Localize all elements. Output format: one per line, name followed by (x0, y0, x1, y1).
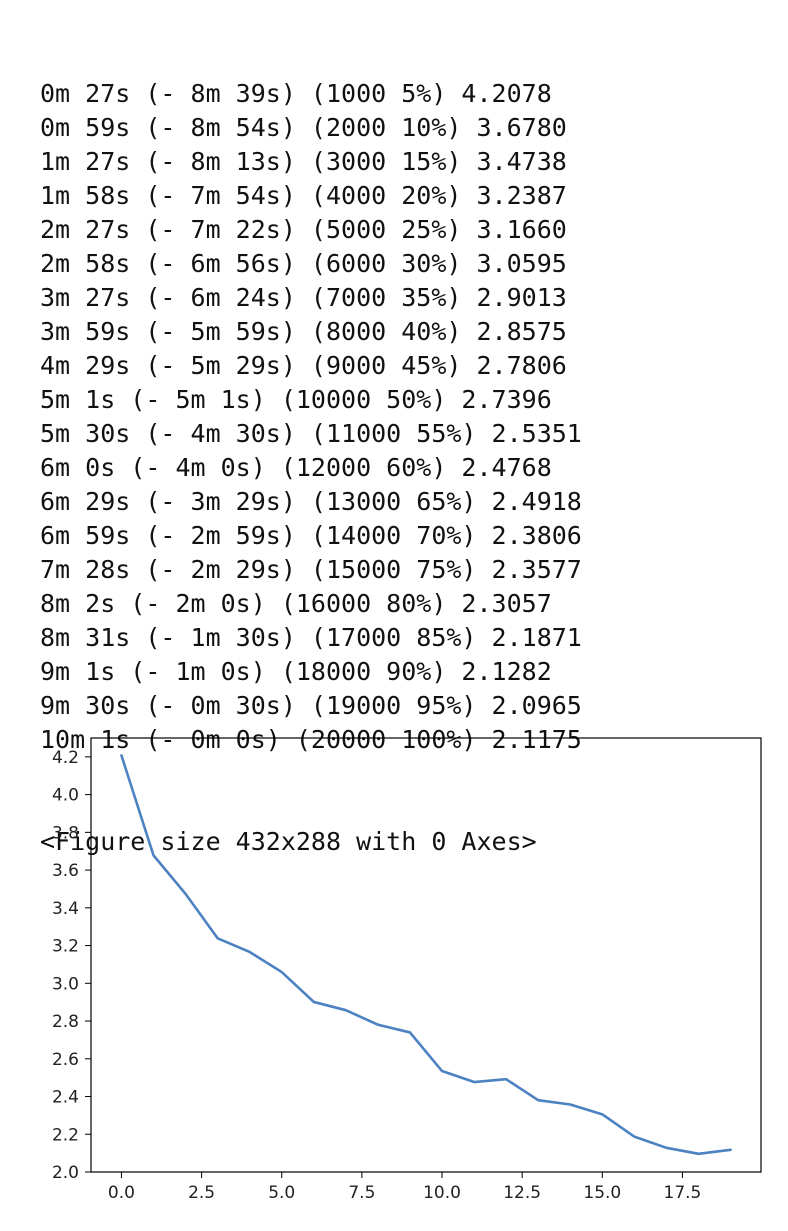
y-tick-label: 2.4 (52, 1088, 79, 1108)
y-tick-label: 3.4 (52, 899, 79, 919)
log-line: 3m 27s (- 6m 24s) (7000 35%) 2.9013 (40, 283, 567, 312)
log-line: 9m 30s (- 0m 30s) (19000 95%) 2.0965 (40, 691, 582, 720)
y-tick-label: 3.0 (52, 974, 79, 994)
log-line: 1m 58s (- 7m 54s) (4000 20%) 3.2387 (40, 181, 567, 210)
log-lines: 0m 27s (- 8m 39s) (1000 5%) 4.2078 0m 59s… (40, 77, 582, 757)
y-tick-label: 2.2 (52, 1125, 79, 1145)
x-tick-label: 0.0 (108, 1183, 135, 1203)
log-line: 1m 27s (- 8m 13s) (3000 15%) 3.4738 (40, 147, 567, 176)
log-line: 8m 31s (- 1m 30s) (17000 85%) 2.1871 (40, 623, 582, 652)
y-tick-label: 3.8 (52, 823, 79, 843)
log-line: 3m 59s (- 5m 59s) (8000 40%) 2.8575 (40, 317, 567, 346)
x-tick-label: 17.5 (664, 1183, 702, 1203)
x-tick-label: 5.0 (268, 1183, 295, 1203)
x-tick-label: 10.0 (423, 1183, 461, 1203)
log-line: 6m 29s (- 3m 29s) (13000 65%) 2.4918 (40, 487, 582, 516)
line-chart: 0.0 2.5 5.0 7.5 10.0 12.5 15.0 17.5 2.0 2.2 2.4 2.6… (52, 737, 762, 1203)
y-tick-label: 2.0 (52, 1163, 79, 1183)
x-tick-label: 2.5 (188, 1183, 215, 1203)
log-line: 2m 27s (- 7m 22s) (5000 25%) 3.1660 (40, 215, 567, 244)
y-tick-label: 3.6 (52, 861, 79, 881)
x-tick-label: 15.0 (583, 1183, 621, 1203)
log-line: 5m 30s (- 4m 30s) (11000 55%) 2.5351 (40, 419, 582, 448)
x-tick-label: 7.5 (348, 1183, 375, 1203)
log-line: 2m 58s (- 6m 56s) (6000 30%) 3.0595 (40, 249, 567, 278)
log-line: 5m 1s (- 5m 1s) (10000 50%) 2.7396 (40, 385, 552, 414)
y-tick-label: 4.0 (52, 786, 79, 806)
cell-output: 0m 27s (- 8m 39s) (1000 5%) 4.2078 0m 59s… (40, 9, 582, 893)
log-line: 8m 2s (- 2m 0s) (16000 80%) 2.3057 (40, 589, 552, 618)
log-line: 6m 59s (- 2m 59s) (14000 70%) 2.3806 (40, 521, 582, 550)
plot-frame (90, 737, 762, 1173)
log-line: 9m 1s (- 1m 0s) (18000 90%) 2.1282 (40, 657, 552, 686)
figure-repr: <Figure size 432x288 with 0 Axes> (40, 827, 537, 856)
y-tick-label: 4.2 (52, 748, 79, 768)
log-line: 0m 59s (- 8m 54s) (2000 10%) 3.6780 (40, 113, 567, 142)
log-line: 4m 29s (- 5m 29s) (9000 45%) 2.7806 (40, 351, 567, 380)
y-tick-label: 2.6 (52, 1050, 79, 1070)
log-line: 7m 28s (- 2m 29s) (15000 75%) 2.3577 (40, 555, 582, 584)
y-tick-label: 3.2 (52, 937, 79, 957)
y-tick-label: 2.8 (52, 1012, 79, 1032)
log-line: 0m 27s (- 8m 39s) (1000 5%) 4.2078 (40, 79, 552, 108)
log-line: 10m 1s (- 0m 0s) (20000 100%) 2.1175 (40, 725, 582, 754)
log-line: 6m 0s (- 4m 0s) (12000 60%) 2.4768 (40, 453, 552, 482)
loss-plot: 0.0 2.5 5.0 7.5 10.0 12.5 15.0 17.5 2.0 2.2 2.4 2.6… (0, 728, 788, 1226)
x-tick-label: 12.5 (503, 1183, 541, 1203)
series-line (120, 754, 732, 1156)
